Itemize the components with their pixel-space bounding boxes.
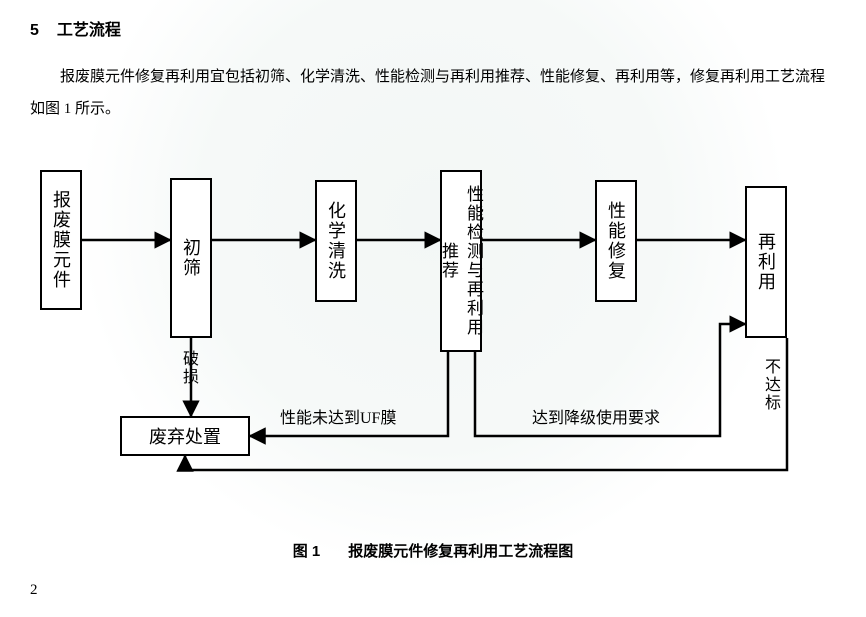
section-title: 工艺流程 xyxy=(57,22,121,39)
edge-label-n2-n7: 破损 xyxy=(176,350,200,386)
edge-n6-n7 xyxy=(185,338,787,470)
page-number: 2 xyxy=(30,582,38,599)
intro-paragraph: 报废膜元件修复再利用宜包括初筛、化学清洗、性能检测与再利用推荐、性能修复、再利用… xyxy=(30,62,830,125)
flowchart: 报废膜元件 初筛 化学清洗 性能检测与再利用推荐 性能修复 再利用废弃处置 破损性能未达到U… xyxy=(0,160,866,490)
figure-caption: 图 1 报废膜元件修复再利用工艺流程图 xyxy=(0,540,866,561)
edge-label-n4-n6: 达到降级使用要求 xyxy=(532,404,660,428)
flowchart-node-n1: 报废膜元件 xyxy=(40,170,82,310)
flowchart-node-n6: 再利用 xyxy=(745,186,787,338)
flowchart-node-n2: 初筛 xyxy=(170,178,212,338)
section-heading: 5 工艺流程 xyxy=(30,16,121,40)
flowchart-node-n5: 性能修复 xyxy=(595,180,637,302)
flowchart-node-n7: 废弃处置 xyxy=(120,416,250,456)
figure-title: 报废膜元件修复再利用工艺流程图 xyxy=(348,543,573,560)
section-number: 5 xyxy=(30,22,39,39)
flowchart-node-n3: 化学清洗 xyxy=(315,180,357,302)
figure-number: 图 1 xyxy=(293,543,321,560)
edge-label-n6-n7: 不达标 xyxy=(758,358,782,412)
edge-label-n4-n7: 性能未达到UF膜 xyxy=(280,404,396,428)
flowchart-node-n4: 性能检测与再利用推荐 xyxy=(440,170,482,352)
